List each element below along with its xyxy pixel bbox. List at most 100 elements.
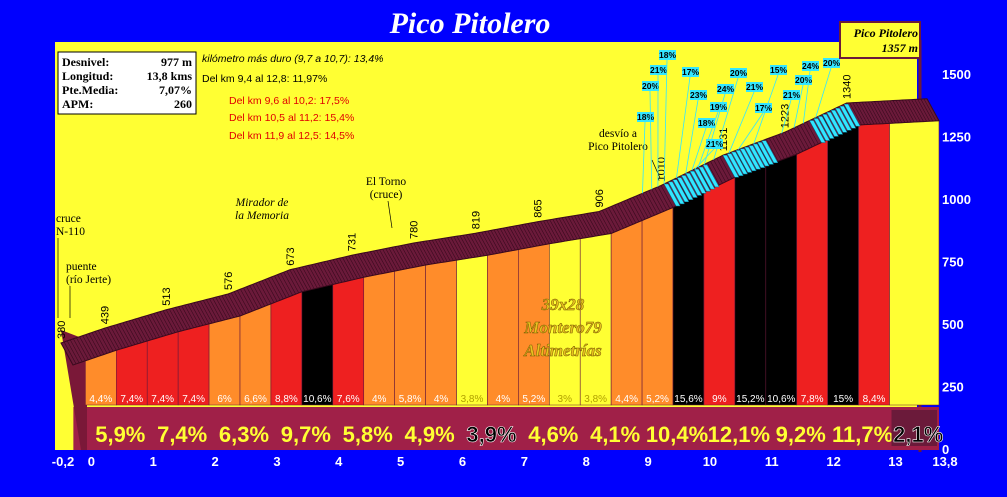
road-rib: [357, 253, 371, 277]
segment-grade-label: 9%: [712, 394, 727, 405]
road-rib: [206, 299, 219, 322]
road-rib: [571, 215, 584, 239]
x-tick-label: 13,8: [932, 454, 957, 469]
road-rib: [85, 334, 99, 357]
x-axis: -0,2 0 1 2 3 4 5 6 7 8 9 10 11 12 13 13,8: [52, 454, 958, 469]
road-rib: [292, 268, 306, 292]
road-rib: [100, 329, 114, 352]
x-tick-label: 5: [397, 454, 404, 469]
km-grade: 11,7%: [832, 422, 893, 447]
road-rib: [574, 215, 587, 238]
elevation-labels: 3804395135766737317808198659061010113112…: [56, 75, 854, 339]
x-tick-label: 10: [703, 454, 717, 469]
steep-ramp-value: 24%: [717, 84, 734, 94]
road-rib: [769, 137, 782, 161]
road-rib: [447, 237, 460, 260]
steep-ramp: 15%: [753, 65, 787, 144]
steep-ramp-leader: [663, 59, 668, 184]
segment-bar: [858, 123, 890, 406]
road-rib: [490, 230, 504, 253]
segment-grade-label: 4%: [496, 394, 511, 405]
y-tick-label: 1250: [942, 130, 971, 145]
road-rib: [63, 341, 77, 365]
segment-bar: [456, 254, 488, 406]
steep-ramp-value: 21%: [706, 139, 723, 149]
elevation-label: 439: [99, 306, 111, 324]
road-rib: [598, 211, 612, 234]
grade-segment: 6%: [208, 315, 241, 406]
road-rib: [339, 258, 352, 281]
road-rib: [555, 218, 569, 241]
road-rib: [91, 332, 105, 355]
segment-bar: [827, 124, 859, 406]
road-rib: [605, 208, 618, 232]
steep-ramp-leader: [703, 93, 726, 165]
steep-ramp: 20%: [815, 58, 840, 118]
annotation: puente(río Jerte): [66, 261, 111, 286]
road-rib: [543, 220, 556, 243]
road-rib: [373, 250, 386, 274]
x-tick-label: 2: [211, 454, 218, 469]
road-rib: [289, 269, 303, 292]
road-rib: [654, 187, 668, 211]
segment-grade-label: 10,6%: [767, 394, 795, 405]
x-tick-label: 12: [826, 454, 840, 469]
road-rib: [187, 304, 201, 327]
road-rib: [240, 289, 253, 312]
road-rib: [311, 264, 324, 287]
road-rib: [843, 104, 856, 127]
steep-stripe: [826, 112, 844, 135]
stat-label: APM:: [62, 97, 93, 111]
road-rib: [116, 324, 129, 347]
grade-segment: 8,8%: [270, 291, 303, 406]
steep-ramp-box: [755, 103, 772, 113]
annotation-line: (río Jerte): [66, 274, 111, 286]
grade-segment: 10,6%: [765, 153, 798, 406]
road-rib: [874, 101, 887, 124]
road-rib: [756, 142, 770, 165]
road-rib: [391, 247, 405, 270]
steep-ramp-leader: [713, 77, 739, 160]
km-grade: 6,3%: [219, 422, 269, 447]
road-rib: [274, 275, 287, 298]
segment-bar: [672, 191, 705, 406]
road-rib: [558, 218, 572, 241]
grade-segment: 10,6%: [301, 284, 334, 406]
road-rib: [796, 126, 810, 149]
segment-grade-label: 15,6%: [674, 394, 702, 405]
steep-ramp-leader: [815, 67, 832, 118]
steep-ramp-value: 23%: [690, 90, 707, 100]
road-rib: [209, 298, 222, 321]
road-rib: [224, 294, 238, 317]
steep-ramp-value: 20%: [730, 68, 747, 78]
elevation-label: 1340: [842, 75, 854, 99]
road-rib: [549, 219, 562, 242]
steep-ramp: 24%: [703, 84, 734, 165]
watermark-line: Altimetrías: [523, 341, 602, 360]
steep-ramp: 24%: [802, 61, 819, 124]
steep-ramp-box: [650, 65, 667, 75]
stat-label: Pte.Media:: [62, 83, 118, 97]
road-rib: [855, 102, 869, 125]
segment-grade-label: 4%: [372, 394, 387, 405]
x-tick-label: 11: [765, 454, 779, 469]
road-rib: [530, 222, 544, 246]
road-rib: [178, 306, 191, 329]
road-rib: [444, 237, 457, 261]
steep-ramp: 19%: [697, 102, 727, 168]
steep-stripe: [731, 151, 748, 175]
road-rib: [496, 229, 510, 252]
steep-stripe: [735, 150, 753, 173]
km-grade: 4,1%: [590, 422, 640, 447]
road-rib: [280, 273, 293, 296]
steep-ramp: 21%: [728, 82, 763, 154]
road-rib: [320, 262, 334, 285]
x-tick-label: 9: [644, 454, 651, 469]
road-rib: [138, 317, 151, 341]
road-rib: [271, 276, 284, 300]
steep-highlight: [809, 103, 861, 143]
grade-segments: 4,4% 7,4% 7,4% 7,4% 6% 6,6% 8,8% 10,6% 7,6% 4% 5,8…: [85, 120, 940, 406]
y-tick-label: 250: [942, 380, 964, 395]
road-rib: [70, 339, 83, 362]
